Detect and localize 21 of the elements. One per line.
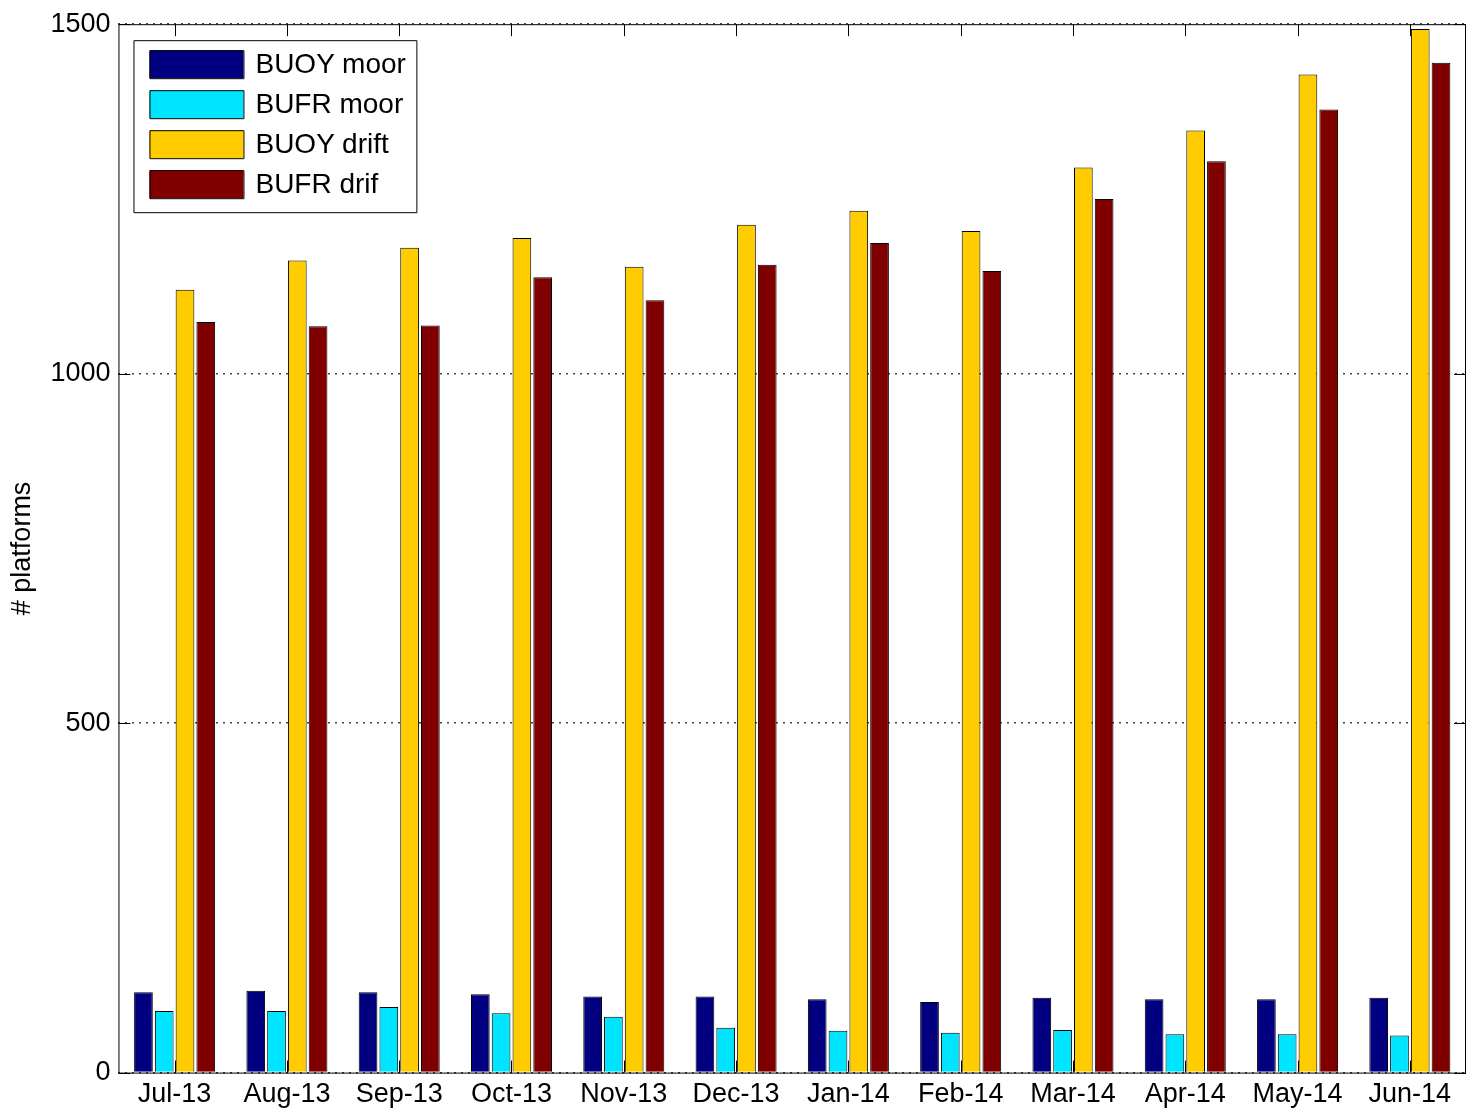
legend-label: BUFR drif bbox=[255, 167, 379, 199]
x-tick-label: Oct-13 bbox=[470, 1078, 553, 1109]
legend-label: BUOY drift bbox=[255, 127, 389, 159]
x-tick-label: Aug-13 bbox=[243, 1078, 331, 1109]
y-axis-title: # platforms bbox=[5, 481, 36, 616]
legend-label: BUOY moor bbox=[255, 47, 406, 79]
x-tick-label: Nov-13 bbox=[580, 1078, 668, 1109]
x-tick-label: Sep-13 bbox=[355, 1078, 443, 1109]
y-tick-label: 0 bbox=[95, 1056, 111, 1087]
x-tick-label: May-14 bbox=[1252, 1078, 1343, 1109]
x-tick-label: Jul-13 bbox=[137, 1078, 212, 1109]
x-tick-label: Jan-14 bbox=[807, 1078, 890, 1109]
y-tick-label: 1500 bbox=[50, 7, 111, 38]
legend-label: BUFR moor bbox=[255, 87, 404, 119]
x-tick-label: Jun-14 bbox=[1368, 1078, 1452, 1109]
x-tick-label: Apr-14 bbox=[1144, 1078, 1226, 1109]
x-tick-label: Mar-14 bbox=[1030, 1078, 1116, 1109]
x-tick-label: Dec-13 bbox=[692, 1078, 780, 1109]
y-tick-label: 500 bbox=[65, 706, 111, 737]
x-tick-label: Feb-14 bbox=[917, 1078, 1004, 1109]
y-tick-label: 1000 bbox=[50, 357, 111, 388]
